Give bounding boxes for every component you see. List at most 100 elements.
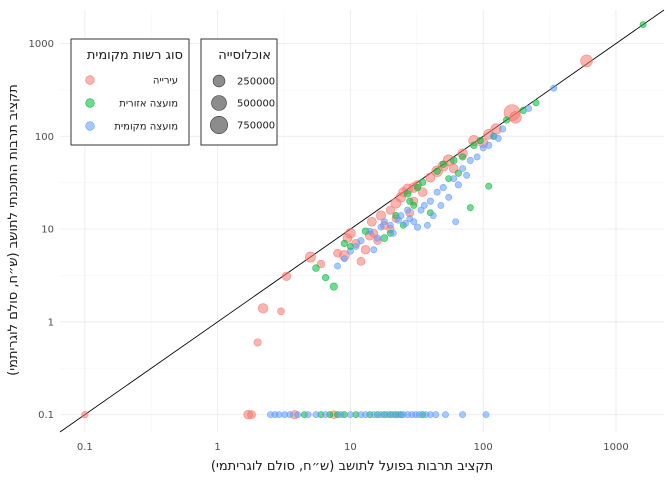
data-point [376, 210, 386, 221]
data-point [294, 411, 301, 419]
data-point [337, 411, 345, 419]
legend-size-label: 750000 [237, 121, 275, 132]
data-point [377, 411, 385, 419]
data-point [316, 259, 326, 269]
data-point [380, 218, 388, 226]
data-point [479, 144, 487, 152]
data-point [360, 245, 371, 255]
data-point [459, 165, 467, 172]
data-point [433, 167, 441, 175]
data-point [437, 201, 445, 209]
data-point [410, 201, 418, 209]
data-point [463, 171, 471, 179]
data-point [366, 227, 374, 235]
grid [60, 10, 664, 432]
y-tick-label: 10 [41, 225, 54, 236]
data-point [433, 188, 441, 196]
data-point [367, 217, 377, 227]
data-point [275, 411, 283, 419]
data-point [357, 237, 365, 245]
data-point [346, 411, 354, 419]
data-point [639, 21, 647, 29]
axis-ticks: 0.1 1 10 100 1000 0.1 1 10 100 1000 [29, 39, 629, 453]
data-point [417, 206, 425, 214]
data-point [485, 182, 493, 190]
data-point [305, 251, 316, 263]
data-point [432, 411, 440, 419]
y-tick-label: 1000 [29, 39, 54, 50]
data-point [418, 178, 427, 186]
data-point [373, 234, 382, 242]
legend-size-label: 250000 [237, 77, 275, 88]
data-point [406, 197, 414, 205]
data-point [356, 256, 366, 266]
legend-color-key [85, 75, 95, 85]
data-point [253, 338, 262, 347]
legend-size: אוכלוסייה 250000 500000 750000 [200, 38, 278, 146]
y-tick-label: 1 [48, 317, 54, 328]
data-point [403, 190, 412, 198]
data-point [286, 411, 294, 419]
data-point [281, 271, 292, 281]
data-point [525, 104, 533, 112]
legend-color-key [85, 98, 95, 108]
data-point [333, 248, 342, 258]
x-tick-label: 10 [344, 442, 357, 453]
data-point [429, 212, 437, 219]
data-point [439, 160, 447, 168]
data-point [580, 54, 593, 68]
data-point [377, 223, 385, 231]
data-point [329, 282, 338, 291]
data-point [385, 205, 395, 215]
data-point [257, 303, 269, 314]
data-point [397, 212, 405, 219]
data-point [550, 84, 558, 92]
data-point [473, 153, 481, 161]
data-point [454, 181, 462, 189]
data-point [442, 411, 449, 419]
data-point [322, 274, 330, 282]
data-point [476, 137, 484, 145]
data-point [362, 411, 369, 419]
data-point [425, 172, 436, 183]
data-point [383, 411, 391, 419]
x-tick-label: 100 [474, 442, 493, 453]
legend-color-label: מועצה אזורית [119, 99, 178, 110]
legend-color-label: עירייה [153, 76, 178, 87]
data-point [312, 411, 320, 419]
data-point [413, 223, 422, 231]
legend-color-key [85, 121, 95, 131]
legend-color: סוג רשות מקומית עירייה מועצה אזורית מועצה … [70, 38, 190, 146]
data-point [340, 239, 348, 248]
data-point [380, 234, 389, 242]
data-point [452, 218, 460, 226]
data-point [503, 116, 511, 124]
data-point [334, 262, 341, 270]
data-point [466, 204, 474, 212]
legend-size-title: אוכלוסייה [218, 48, 271, 63]
data-point [450, 175, 458, 183]
data-point [482, 411, 490, 419]
data-point [499, 125, 507, 133]
reference-line [59, 9, 665, 433]
data-point [459, 153, 467, 161]
data-point [509, 111, 522, 124]
y-tick-label: 0.1 [38, 410, 54, 421]
data-point [386, 221, 394, 229]
data-point [466, 156, 474, 164]
data-point [402, 220, 409, 227]
data-point [370, 246, 378, 254]
legend-color-title: סוג רשות מקומית [87, 48, 183, 63]
data-point [277, 307, 285, 316]
data-point [247, 410, 256, 419]
data-point [485, 141, 493, 149]
data-points [81, 21, 647, 420]
data-point [404, 206, 412, 214]
data-point [420, 201, 428, 209]
data-point [410, 218, 418, 226]
data-point [81, 411, 89, 419]
data-point [439, 184, 447, 192]
data-point [415, 411, 423, 419]
data-point [389, 229, 397, 237]
data-point [322, 411, 329, 419]
